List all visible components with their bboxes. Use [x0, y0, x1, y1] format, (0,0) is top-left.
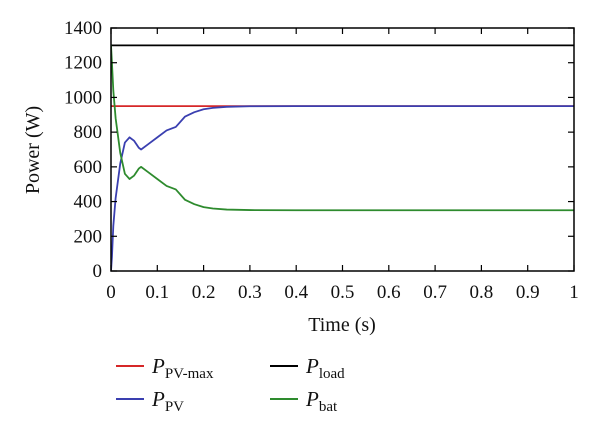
x-tick-label: 0.5 [331, 282, 355, 303]
x-tick-label: 0 [106, 282, 116, 303]
x-tick-label: 0.2 [192, 282, 216, 303]
x-tick-label: 0.8 [470, 282, 494, 303]
legend: PPV-max Pload PPV Pbat [116, 354, 345, 415]
series-line-pv [111, 105, 574, 271]
legend-item-bat: Pbat [270, 387, 338, 415]
y-tick-label: 600 [74, 157, 103, 178]
legend-label: PPV-max [151, 354, 214, 382]
x-tick-label: 1 [569, 282, 579, 303]
y-tick-label: 1400 [64, 18, 102, 39]
y-tick-label: 1200 [64, 53, 102, 74]
x-tick-label: 0.6 [377, 282, 401, 303]
y-tick-label: 400 [74, 192, 103, 213]
y-tick-label: 800 [74, 122, 103, 143]
legend-item-pv: PPV [116, 387, 184, 415]
x-tick-label: 0.3 [238, 282, 262, 303]
y-tick-label: 1000 [64, 87, 102, 108]
legend-label: PPV [151, 387, 184, 415]
series-layer [111, 44, 574, 271]
legend-item-pv-max: PPV-max [116, 354, 214, 382]
x-tick-label: 0.7 [423, 282, 447, 303]
x-tick-label: 0.1 [145, 282, 169, 303]
legend-item-load: Pload [270, 354, 345, 382]
x-tick-label: 0.4 [284, 282, 308, 303]
y-axis: 0 200 400 600 800 1000 1200 1400 [64, 18, 574, 282]
series-line-bat [111, 44, 574, 212]
legend-label: Pbat [305, 387, 338, 415]
y-axis-label: Power (W) [22, 106, 44, 194]
plot-frame [110, 27, 575, 272]
y-tick-label: 0 [93, 261, 103, 282]
legend-label: Pload [305, 354, 345, 382]
x-axis-label: Time (s) [308, 314, 376, 336]
x-tick-label: 0.9 [516, 282, 540, 303]
x-axis: 0 0.1 0.2 0.3 0.4 0.5 0.6 0.7 0.8 0.9 1 [106, 28, 579, 303]
y-tick-label: 200 [74, 226, 103, 247]
